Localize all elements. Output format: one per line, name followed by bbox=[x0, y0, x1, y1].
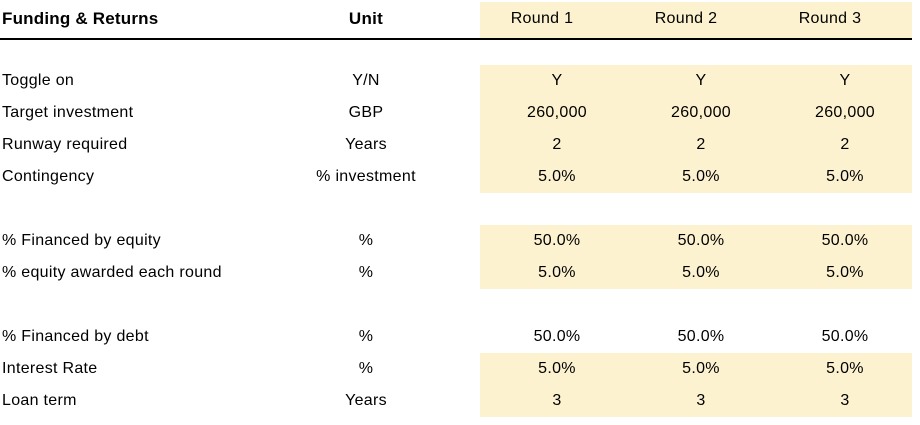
cell-contingency-round-2[interactable]: 5.0% bbox=[624, 161, 768, 193]
column-gap bbox=[436, 257, 480, 289]
row-financed-by-debt: % Financed by debt % 50.0% 50.0% 50.0% bbox=[0, 321, 912, 353]
row-unit: % investment bbox=[316, 168, 416, 185]
table-header-row: Funding & Returns Unit Round 1 Round 2 R… bbox=[0, 0, 912, 40]
row-unit: Y/N bbox=[352, 72, 380, 89]
row-runway-required: Runway required Years 2 2 2 bbox=[0, 129, 912, 161]
cell-interest-rate-round-1[interactable]: 5.0% bbox=[480, 353, 624, 385]
cell-loan-term-round-1[interactable]: 3 bbox=[480, 385, 624, 417]
cell-target-investment-round-3[interactable]: 260,000 bbox=[768, 97, 912, 129]
column-gap bbox=[436, 353, 480, 385]
cell-financed-by-equity-round-1[interactable]: 50.0% bbox=[480, 225, 624, 257]
column-gap bbox=[436, 65, 480, 97]
cell-financed-by-equity-round-2[interactable]: 50.0% bbox=[624, 225, 768, 257]
cell-toggle-on-round-3[interactable]: Y bbox=[768, 65, 912, 97]
spacer-row bbox=[0, 289, 912, 321]
column-gap bbox=[436, 225, 480, 257]
cell-toggle-on-round-1[interactable]: Y bbox=[480, 65, 624, 97]
row-unit: Years bbox=[345, 136, 387, 153]
cell-interest-rate-round-2[interactable]: 5.0% bbox=[624, 353, 768, 385]
cell-runway-required-round-3[interactable]: 2 bbox=[768, 129, 912, 161]
row-label: % equity awarded each round bbox=[2, 264, 222, 281]
spacer-row bbox=[0, 417, 912, 425]
column-gap bbox=[436, 97, 480, 129]
column-header-round-1-label: Round 1 bbox=[510, 10, 574, 27]
cell-financed-by-equity-round-3[interactable]: 50.0% bbox=[768, 225, 912, 257]
row-target-investment: Target investment GBP 260,000 260,000 26… bbox=[0, 97, 912, 129]
cell-loan-term-round-2[interactable]: 3 bbox=[624, 385, 768, 417]
spacer-row bbox=[0, 193, 912, 225]
cell-runway-required-round-1[interactable]: 2 bbox=[480, 129, 624, 161]
row-label: Runway required bbox=[2, 136, 128, 153]
row-label: Loan term bbox=[2, 392, 77, 409]
cell-contingency-round-3[interactable]: 5.0% bbox=[768, 161, 912, 193]
column-header-round-2-label: Round 2 bbox=[654, 10, 718, 27]
cell-interest-rate-round-3[interactable]: 5.0% bbox=[768, 353, 912, 385]
row-label: % Financed by equity bbox=[2, 232, 161, 249]
row-toggle-on: Toggle on Y/N Y Y Y bbox=[0, 65, 912, 97]
cell-toggle-on-round-2[interactable]: Y bbox=[624, 65, 768, 97]
row-label: % Financed by debt bbox=[2, 328, 149, 345]
row-unit: % bbox=[358, 264, 374, 281]
column-header-round-1: Round 1 bbox=[480, 0, 624, 38]
column-gap bbox=[436, 321, 480, 353]
column-gap bbox=[436, 385, 480, 417]
row-label: Target investment bbox=[2, 104, 134, 121]
column-gap bbox=[436, 0, 480, 38]
column-header-unit: Unit bbox=[348, 9, 384, 28]
row-unit: % bbox=[358, 232, 374, 249]
column-gap bbox=[436, 161, 480, 193]
column-header-round-2: Round 2 bbox=[624, 0, 768, 38]
cell-loan-term-round-3[interactable]: 3 bbox=[768, 385, 912, 417]
row-financed-by-equity: % Financed by equity % 50.0% 50.0% 50.0% bbox=[0, 225, 912, 257]
row-unit: % bbox=[358, 360, 374, 377]
cell-financed-by-debt-round-1[interactable]: 50.0% bbox=[533, 328, 581, 345]
table-title: Funding & Returns bbox=[2, 9, 159, 28]
column-gap bbox=[436, 129, 480, 161]
column-header-round-3-label: Round 3 bbox=[798, 10, 862, 27]
row-label: Toggle on bbox=[2, 72, 75, 89]
spacer-row bbox=[0, 40, 912, 65]
row-unit: Years bbox=[345, 392, 387, 409]
row-equity-awarded-each-round: % equity awarded each round % 5.0% 5.0% … bbox=[0, 257, 912, 289]
row-contingency: Contingency % investment 5.0% 5.0% 5.0% bbox=[0, 161, 912, 193]
cell-equity-awarded-round-3[interactable]: 5.0% bbox=[768, 257, 912, 289]
cell-financed-by-debt-round-2[interactable]: 50.0% bbox=[677, 328, 725, 345]
row-loan-term: Loan term Years 3 3 3 bbox=[0, 385, 912, 417]
cell-financed-by-debt-round-3[interactable]: 50.0% bbox=[821, 328, 869, 345]
cell-equity-awarded-round-1[interactable]: 5.0% bbox=[480, 257, 624, 289]
column-header-round-3: Round 3 bbox=[768, 0, 912, 38]
row-unit: GBP bbox=[348, 104, 384, 121]
row-label: Contingency bbox=[2, 168, 95, 185]
row-unit: % bbox=[358, 328, 374, 345]
cell-contingency-round-1[interactable]: 5.0% bbox=[480, 161, 624, 193]
row-interest-rate: Interest Rate % 5.0% 5.0% 5.0% bbox=[0, 353, 912, 385]
cell-target-investment-round-2[interactable]: 260,000 bbox=[624, 97, 768, 129]
cell-equity-awarded-round-2[interactable]: 5.0% bbox=[624, 257, 768, 289]
cell-target-investment-round-1[interactable]: 260,000 bbox=[480, 97, 624, 129]
cell-runway-required-round-2[interactable]: 2 bbox=[624, 129, 768, 161]
row-label: Interest Rate bbox=[2, 360, 98, 377]
